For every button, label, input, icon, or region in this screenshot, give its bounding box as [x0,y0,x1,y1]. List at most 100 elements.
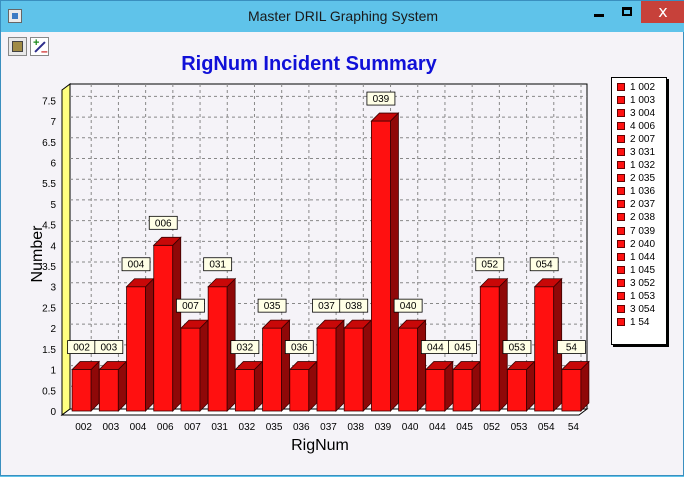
bar-side [117,360,127,412]
bar-side [281,319,290,412]
legend-item: 3 054 [612,303,666,316]
legend-swatch [617,265,625,274]
chart-wall [61,83,71,416]
bar-side [390,112,399,412]
x-tick-label: 031 [211,422,228,433]
data-label: 044 [427,343,444,354]
data-label-box [339,298,369,313]
bar [452,369,473,412]
minimize-button[interactable] [585,1,613,23]
legend-item: 4 006 [612,120,666,133]
data-label: 002 [73,343,90,354]
legend-swatch [617,278,625,287]
chart-icon[interactable] [8,37,27,56]
legend-swatch [617,213,625,222]
data-label: 54 [566,343,578,354]
maximize-button[interactable] [613,1,641,23]
y-tick-label: 2.5 [42,303,56,314]
title-bar[interactable]: Master DRIL Graphing System x [1,1,684,32]
bar-top [560,361,590,370]
data-label-box [230,340,260,354]
legend-item: 2 037 [612,198,666,211]
legend-label: 1 044 [630,251,656,263]
legend-item: 1 032 [612,159,666,172]
y-tick-label: 2 [50,324,56,335]
x-tick-label: 052 [483,422,500,433]
bar-top [370,112,400,122]
close-icon: x [658,2,668,21]
bar-top [316,319,345,329]
y-tick-label: 6.5 [42,138,56,149]
bar-side [199,319,209,412]
legend-item: 3 031 [612,146,666,159]
legend-item: 7 039 [612,225,666,238]
data-label: 003 [100,343,117,354]
data-label-box [448,340,477,354]
close-button[interactable]: x [641,1,684,23]
bar-top [424,361,454,370]
legend-swatch [617,239,625,248]
legend-swatch [617,304,625,313]
data-label-box [257,298,287,313]
minimize-icon [594,14,604,17]
legend-item: 1 036 [612,185,666,198]
data-label-box [121,257,151,272]
legend-swatch [617,161,625,170]
chart-title: RigNum Incident Summary [181,53,437,75]
bar-side [444,360,454,412]
bar [126,286,146,412]
legend-label: 3 054 [630,303,656,315]
legend-item: 1 54 [612,316,666,329]
data-label: 045 [454,343,471,354]
data-label: 038 [345,301,362,312]
bar-top [71,361,101,370]
legend-item: 2 007 [612,133,666,146]
bar [98,369,119,412]
bar-top [152,236,182,246]
bar [561,369,582,412]
data-label-box [475,257,505,272]
legend-swatch [617,226,625,235]
x-tick-label: 044 [429,422,446,433]
x-tick-label: 040 [402,422,419,433]
legend-swatch [617,252,625,261]
legend-item: 2 040 [612,238,666,251]
legend-swatch [617,187,625,196]
legend-item: 1 044 [612,251,666,264]
legend-swatch [617,96,625,105]
data-label: 004 [128,260,145,271]
bar [507,369,527,412]
legend-swatch [617,122,625,131]
y-tick-label: 4 [50,241,56,252]
y-tick-label: 7 [50,117,56,128]
bar-side [580,360,590,412]
x-tick-label: 032 [239,422,256,433]
x-tick-label: 053 [511,422,528,433]
plus-minus-icon[interactable]: + – [30,37,49,57]
bar [234,369,255,412]
y-tick-label: 0.5 [42,386,56,397]
data-label-box [203,257,233,272]
y-tick-label: 5.5 [42,179,56,190]
bar [479,286,500,412]
legend-label: 1 003 [630,95,656,107]
bar-side [526,360,535,412]
x-tick-label: 54 [568,422,580,433]
data-label: 031 [209,260,226,271]
x-tick-label: 007 [184,422,201,433]
bar [289,369,310,412]
data-label: 006 [155,218,172,229]
data-label-box [393,298,423,313]
legend-label: 3 031 [630,147,656,159]
data-label: 040 [400,301,417,312]
bar [153,244,174,412]
x-tick-label: 003 [102,422,119,433]
x-axis-label: RigNum [291,437,349,454]
x-tick-label: 037 [320,422,337,433]
y-tick-label: 5 [50,200,56,211]
legend-label: 1 032 [630,160,656,172]
legend-item: 3 004 [612,107,666,120]
x-tick-label: 035 [266,422,283,433]
y-tick-label: 3.5 [42,262,56,273]
